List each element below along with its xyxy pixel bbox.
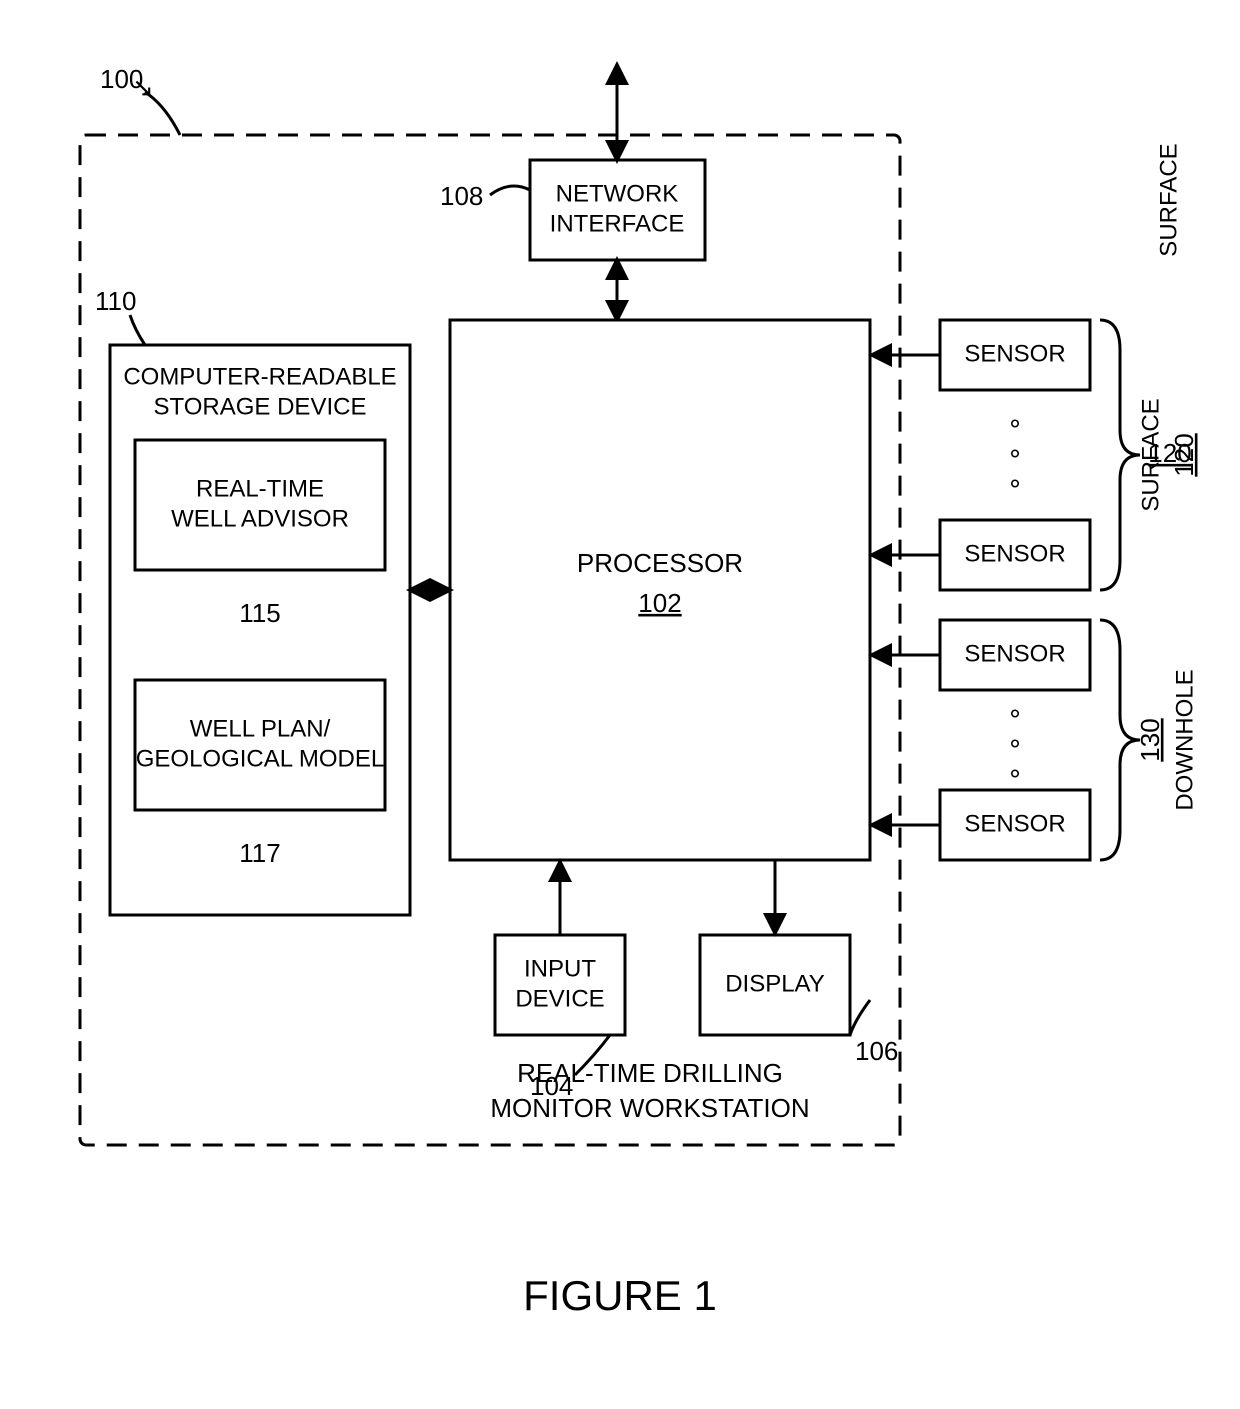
well-plan-label-1: WELL PLAN/ [190,715,331,742]
sensor-downhole-2-label: SENSOR [964,810,1065,837]
ref-117: 117 [239,838,280,868]
surface-sidetext: SURFACE 120 [1137,398,1199,511]
well-advisor-label-2: WELL ADVISOR [171,505,349,532]
sensor-downhole-1-label: SENSOR [964,640,1065,667]
dots-downhole-1: ∘ [1007,698,1023,728]
ref-100-arrowish: ↘ [132,72,154,102]
downhole-sidetext: 130 DOWNHOLE [1135,669,1198,810]
storage-box [110,345,410,915]
svg-text:130: 130 [1135,718,1165,761]
network-interface-label-1: NETWORK [556,180,679,207]
ref-108: 108 [440,181,483,211]
surface-label: SURFACE [1155,143,1182,256]
dots-surface-2: ∘ [1007,438,1023,468]
well-plan-label-2: GEOLOGICAL MODEL [136,745,385,772]
ref-106: 106 [855,1036,898,1066]
figure-title: FIGURE 1 [523,1272,717,1319]
brace-surface [1100,320,1140,590]
processor-ref: 102 [638,588,681,618]
network-interface-label-2: INTERFACE [550,210,685,237]
input-device-label-1: INPUT [524,955,596,982]
ref-110: 110 [95,286,136,316]
dots-surface-1: ∘ [1007,408,1023,438]
storage-label-2: STORAGE DEVICE [154,393,367,420]
svg-text:120: 120 [1169,433,1199,476]
display-label: DISPLAY [725,970,825,997]
well-advisor-label-1: REAL-TIME [196,475,324,502]
dots-surface-3: ∘ [1007,468,1023,498]
processor-label: PROCESSOR [577,548,743,578]
sensor-surface-1-label: SENSOR [964,340,1065,367]
dots-downhole-2: ∘ [1007,728,1023,758]
dots-downhole-3: ∘ [1007,758,1023,788]
input-device-label-2: DEVICE [515,985,604,1012]
workstation-label-1: REAL-TIME DRILLING [517,1058,783,1088]
sensor-surface-2-label: SENSOR [964,540,1065,567]
svg-text:SURFACE: SURFACE [1137,398,1164,511]
storage-label-1: COMPUTER-READABLE [123,363,396,390]
ref-115: 115 [239,598,280,628]
workstation-label-2: MONITOR WORKSTATION [490,1093,809,1123]
svg-text:DOWNHOLE: DOWNHOLE [1171,669,1198,810]
